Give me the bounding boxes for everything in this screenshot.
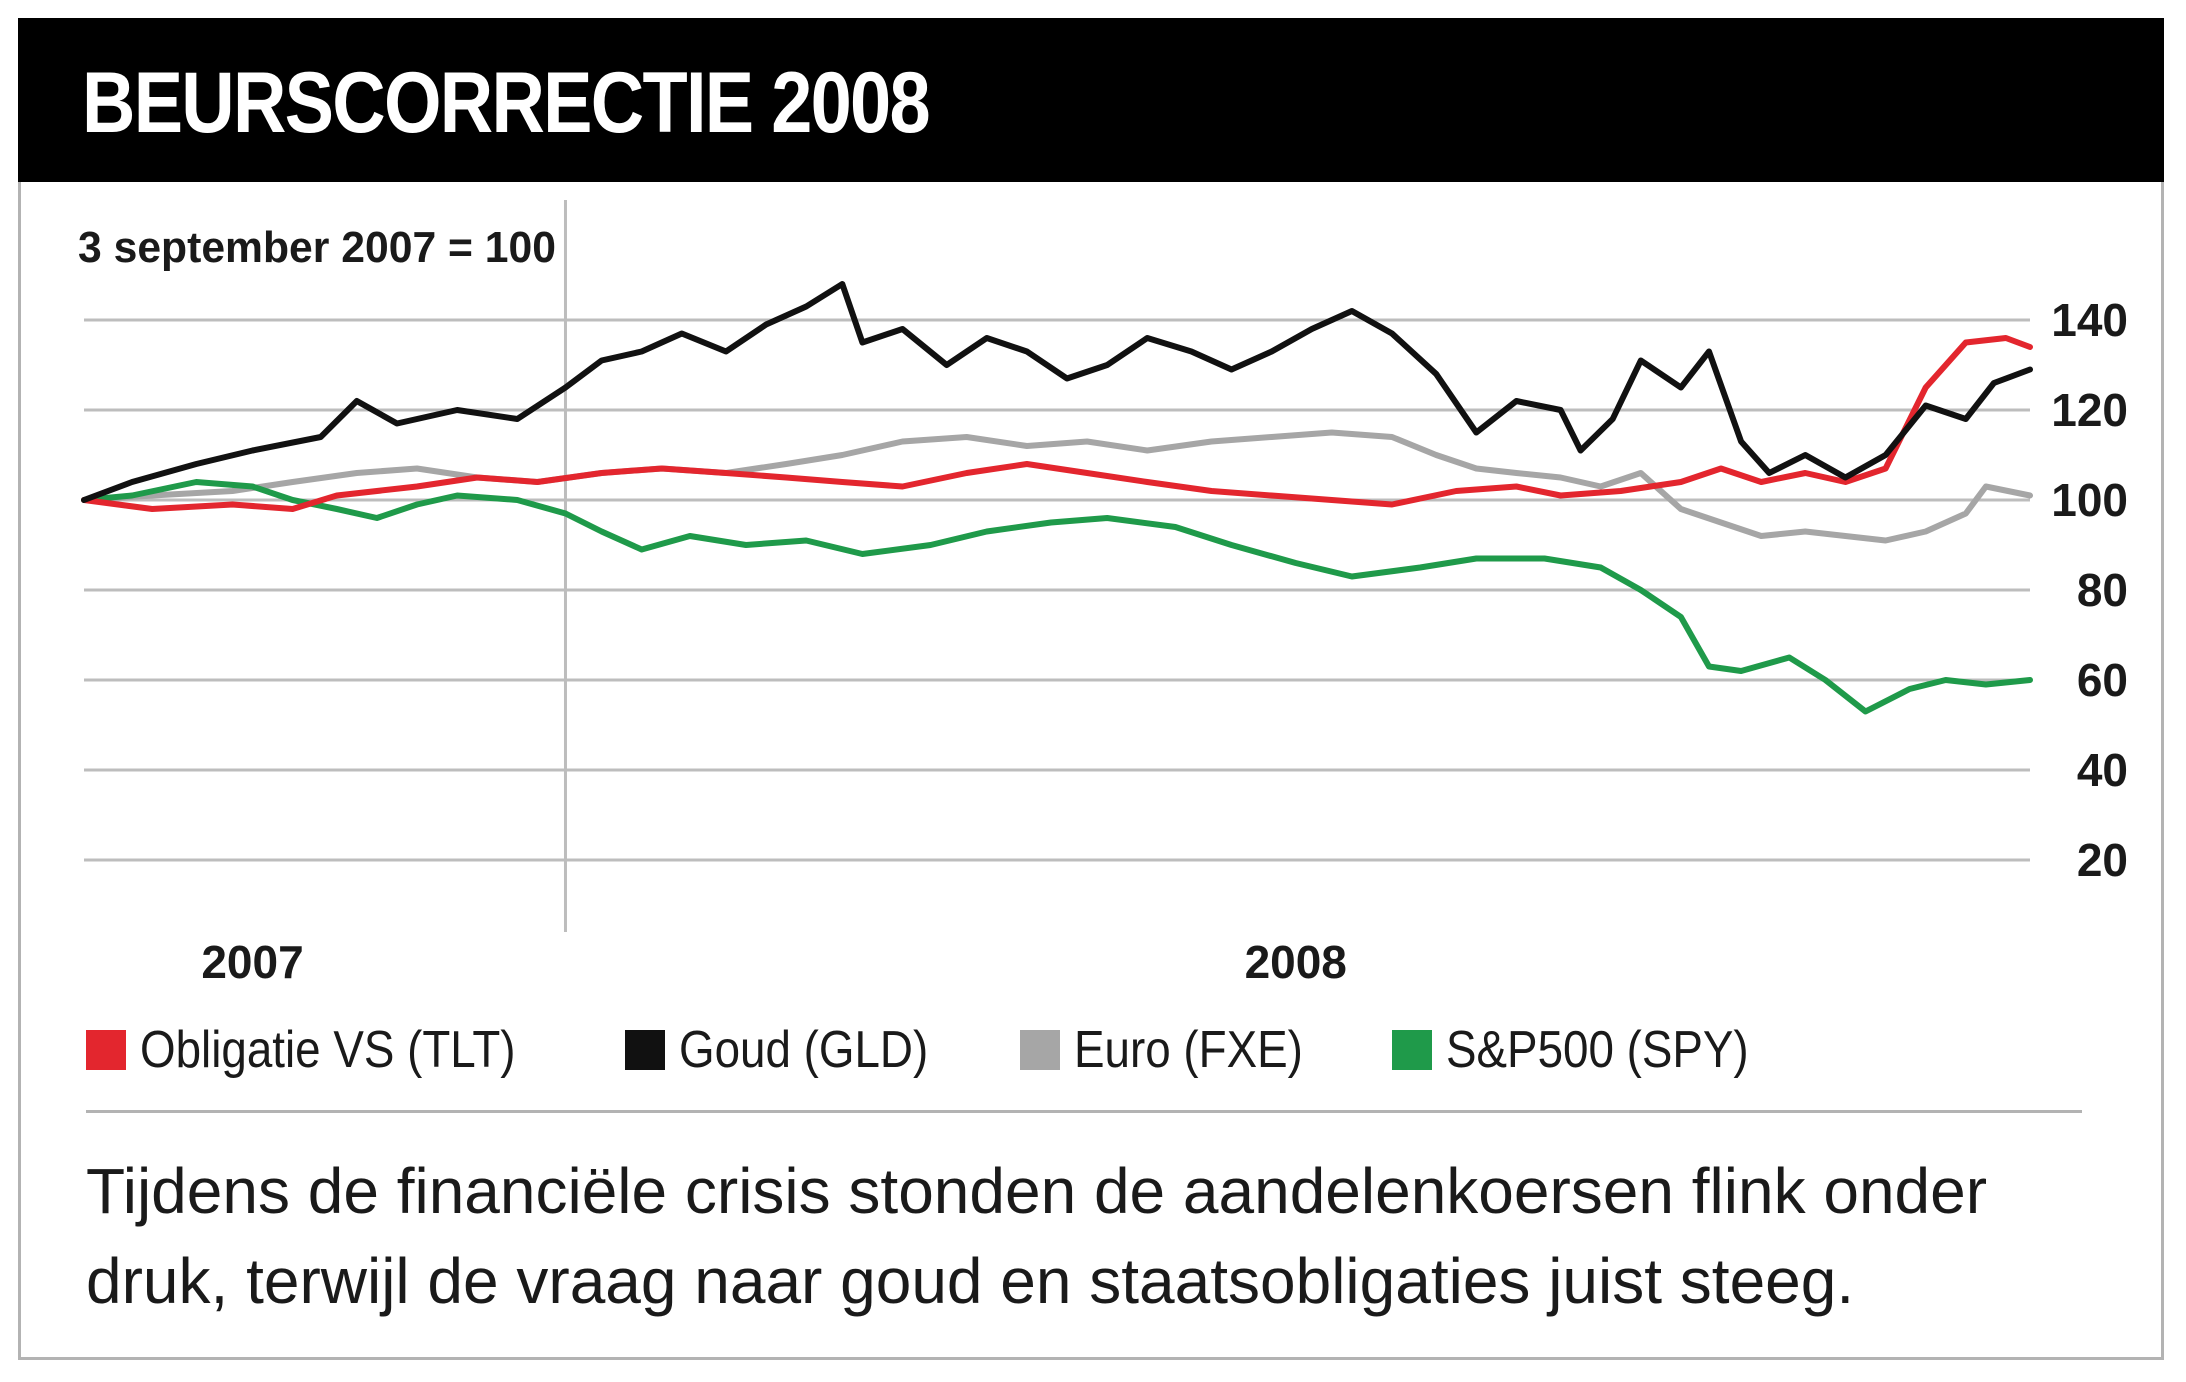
gridlines xyxy=(84,200,2030,932)
legend-swatch-tlt xyxy=(86,1030,126,1070)
y-tick-label-60: 60 xyxy=(2077,654,2128,706)
legend-swatch-spy xyxy=(1392,1030,1432,1070)
chart-title: BEURSCORRECTIE 2008 xyxy=(82,55,931,151)
legend-label-spy: S&P500 (SPY) xyxy=(1446,1021,1749,1079)
y-tick-label-40: 40 xyxy=(2077,744,2128,796)
legend: Obligatie VS (TLT) Goud (GLD) Euro (FXE)… xyxy=(86,1020,1848,1080)
header-bar: BEURSCORRECTIE 2008 xyxy=(18,18,2164,182)
legend-item-tlt: Obligatie VS (TLT) xyxy=(86,1020,567,1080)
legend-swatch-fxe xyxy=(1019,1030,1060,1070)
y-tick-label-120: 120 xyxy=(2051,384,2128,436)
legend-label-tlt: Obligatie VS (TLT) xyxy=(140,1021,516,1079)
series-line-gld xyxy=(81,281,2033,503)
y-tick-label-100: 100 xyxy=(2051,474,2128,526)
legend-item-spy: S&P500 (SPY) xyxy=(1392,1020,1790,1080)
series-lines xyxy=(81,281,2033,715)
caption: Tijdens de financiële crisis stonden de … xyxy=(86,1155,1988,1317)
legend-item-gld: Goud (GLD) xyxy=(624,1020,962,1080)
series-line-spy xyxy=(81,479,2033,715)
legend-swatch-gld xyxy=(624,1030,665,1070)
y-tick-label-20: 20 xyxy=(2077,834,2128,886)
x-axis-year-labels: 2007 2008 xyxy=(201,936,1347,988)
index-note: 3 september 2007 = 100 xyxy=(78,223,556,272)
legend-label-fxe: Euro (FXE) xyxy=(1073,1021,1303,1079)
y-axis-ticks: 20 40 60 80 100 120 140 xyxy=(2051,294,2128,886)
year-label-2008: 2008 xyxy=(1245,936,1347,988)
year-label-2007: 2007 xyxy=(201,936,303,988)
series-line-tlt xyxy=(81,335,2033,512)
legend-item-fxe: Euro (FXE) xyxy=(1019,1020,1334,1080)
legend-label-gld: Goud (GLD) xyxy=(678,1021,928,1079)
y-tick-label-140: 140 xyxy=(2051,294,2128,346)
divider xyxy=(86,1110,2082,1113)
y-tick-label-80: 80 xyxy=(2077,564,2128,616)
